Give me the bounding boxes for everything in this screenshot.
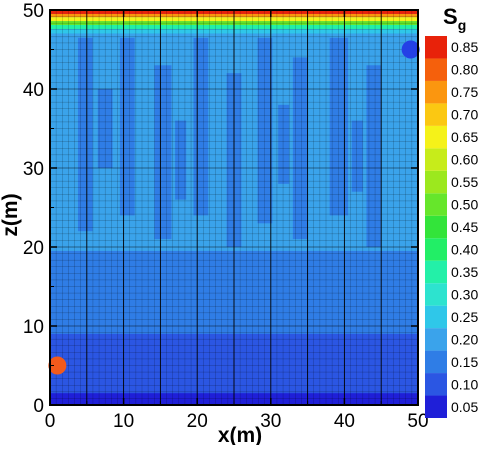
colorbar-label: 0.65: [451, 129, 478, 145]
colorbar-swatch: [425, 193, 447, 216]
streak-8: [366, 65, 382, 247]
colorbar-label: 0.75: [451, 84, 478, 100]
colorbar-swatch: [425, 350, 447, 374]
colorbar-label: 0.15: [451, 354, 478, 370]
wells: [48, 40, 420, 375]
y-tick-label: 50: [23, 1, 44, 22]
streak-7: [329, 37, 349, 216]
colorbar-label: 0.55: [451, 174, 478, 190]
streak-12: [351, 120, 363, 192]
streak-9: [97, 89, 113, 168]
x-tick-label: 40: [334, 411, 355, 432]
x-tick-label: 0: [45, 411, 56, 432]
streak-0: [77, 37, 93, 232]
colorbar-label: 0.45: [451, 219, 478, 235]
y-tick-label: 40: [23, 80, 44, 101]
x-tick-label: 50: [407, 411, 428, 432]
colorbar-label: 0.85: [451, 39, 478, 55]
colorbar-label: 0.25: [451, 309, 478, 325]
streak-1: [119, 37, 135, 216]
y-axis-label: z(m): [0, 193, 22, 236]
colorbar-swatch: [425, 395, 447, 418]
x-tick-label: 20: [187, 411, 208, 432]
colorbar-label: 0.60: [451, 152, 478, 168]
y-tick-label: 10: [23, 317, 44, 338]
streak-11: [278, 104, 290, 184]
well-producer: [401, 40, 420, 59]
colorbar-label: 0.50: [451, 197, 478, 213]
streak-6: [292, 57, 308, 240]
well-injector: [48, 356, 67, 375]
colorbar-swatch: [425, 305, 447, 329]
colorbar-label: 0.05: [451, 399, 478, 415]
colorbar-swatch: [425, 373, 447, 396]
streak-2: [154, 65, 172, 240]
colorbar-swatch: [425, 58, 447, 81]
x-tick-label: 30: [260, 411, 281, 432]
colorbar-title: Sg: [443, 4, 466, 33]
y-tick-label: 30: [23, 159, 44, 180]
colorbar-swatch: [425, 103, 447, 126]
colorbar-label: 0.40: [451, 241, 478, 257]
colorbar-swatch: [425, 148, 447, 171]
colorbar-label: 0.20: [451, 331, 478, 347]
colorbar-swatch: [425, 125, 447, 149]
colorbar-swatch: [425, 238, 447, 261]
colorbar-swatch: [425, 283, 447, 306]
axes: 0 10 20 30 40 50 0 10 20 30 40 50: [23, 1, 429, 432]
colorbar-swatch: [425, 36, 447, 59]
x-tick-label: 10: [113, 411, 134, 432]
streak-5: [257, 37, 273, 224]
colorbar-title-main: S: [443, 4, 458, 29]
colorbar: 0.05 0.10 0.15 0.20 0.25 0.30 0.35 0.40 0.45 0.50…: [425, 36, 478, 418]
colorbar-swatch: [425, 215, 447, 239]
colorbar-swatch: [425, 328, 447, 351]
y-tick-label: 20: [23, 238, 44, 259]
colorbar-label: 0.80: [451, 62, 478, 78]
colorbar-label: 0.70: [451, 107, 478, 123]
streak-3: [193, 37, 209, 216]
colorbar-label: 0.10: [451, 376, 478, 392]
y-tick-label: 0: [33, 396, 44, 417]
mesh-grid: [50, 10, 418, 405]
colorbar-swatch: [425, 170, 447, 194]
colorbar-label: 0.30: [451, 286, 478, 302]
colorbar-swatch: [425, 80, 447, 104]
streak-10: [175, 120, 187, 200]
colorbar-label: 0.35: [451, 264, 478, 280]
colorbar-title-sub: g: [458, 17, 467, 33]
x-axis-label: x(m): [218, 424, 262, 445]
colorbar-swatch: [425, 260, 447, 284]
